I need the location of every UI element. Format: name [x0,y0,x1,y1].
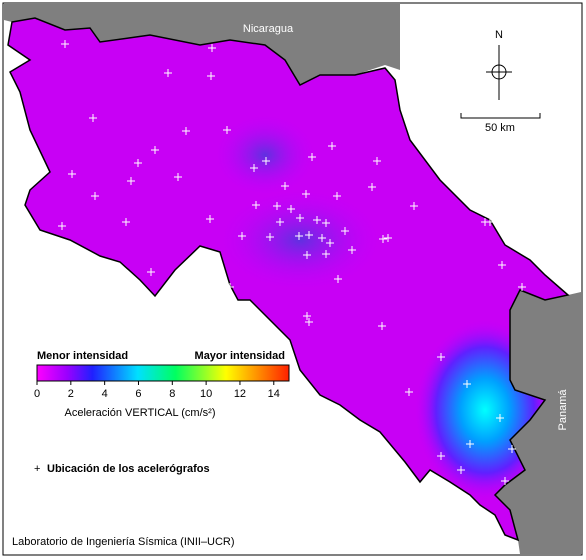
colorbar-tick-label: 0 [34,388,40,400]
station-legend: Ubicación de los acelerógrafos [47,463,210,475]
station-marker [384,234,392,242]
station-marker [348,246,356,254]
station-marker [341,227,349,235]
station-marker [328,142,336,150]
panama-land [495,290,581,554]
station-marker [134,159,142,167]
station-marker [58,222,66,230]
station-marker [238,232,246,240]
country-label: Nicaragua [243,23,294,35]
station-marker [296,214,304,222]
scale-label: 50 km [485,122,515,134]
station-marker [305,231,313,239]
station-marker [326,239,334,247]
colorbar-tick-label: 10 [200,388,212,400]
station-marker [302,190,310,198]
station-marker [379,235,387,243]
station-marker [308,153,316,161]
station-marker [303,312,311,320]
station-marker [373,157,381,165]
colorbar-tick-label: 6 [135,388,141,400]
station-marker [182,127,190,135]
station-marker [262,157,270,165]
station-marker [252,201,260,209]
station-marker [147,268,155,276]
station-marker [91,192,99,200]
station-marker [457,466,465,474]
station-marker [61,40,69,48]
legend-high: Mayor intensidad [195,350,285,362]
station-marker [313,216,321,224]
station-marker [223,126,231,134]
colorbar-tick-label: 12 [234,388,246,400]
colorbar-label: Aceleración VERTICAL (cm/s²) [65,407,216,419]
station-marker [496,414,504,422]
station-marker [250,164,258,172]
colorbar [36,364,290,382]
legend-low: Menor intensidad [37,350,128,362]
station-marker [498,261,506,269]
station-marker [322,250,330,258]
station-marker [333,192,341,200]
station-marker [305,318,313,326]
station-marker [405,388,413,396]
north-label: N [495,29,503,41]
credit: Laboratorio de Ingeniería Sísmica (INII–… [12,536,235,548]
station-marker [368,183,376,191]
north-arrow [486,45,512,100]
station-legend-symbol: + [34,463,40,475]
station-marker [334,275,342,283]
station-marker [287,205,295,213]
station-marker [437,452,445,460]
station-marker [508,445,516,453]
station-marker [318,234,326,242]
station-marker [208,44,216,52]
station-marker [322,219,330,227]
station-marker [501,477,509,485]
station-marker [122,218,130,226]
scale-bar [460,113,541,119]
station-marker [281,182,289,190]
station-marker [174,173,182,181]
station-marker [486,218,494,226]
station-marker [206,215,214,223]
station-marker [276,218,284,226]
station-marker [463,380,471,388]
station-marker [266,233,274,241]
station-marker [89,114,97,122]
station-marker [466,440,474,448]
colorbar-tick-label: 8 [169,388,175,400]
stations [58,40,526,485]
station-marker [226,283,234,291]
station-marker [303,251,311,259]
country-label: Panamá [557,389,569,431]
colorbar-ticks: 0 2 4 6 8 10 12 14 [34,381,280,400]
colorbar-tick-label: 14 [268,388,280,400]
station-marker [518,283,526,291]
station-marker [273,202,281,210]
station-marker [68,170,76,178]
station-marker [127,177,135,185]
station-marker [207,72,215,80]
station-marker [164,69,172,77]
station-marker [295,232,303,240]
colorbar-tick-label: 2 [68,388,74,400]
colorbar-tick-label: 4 [102,388,108,400]
station-marker [151,146,159,154]
station-marker [437,353,445,361]
station-marker [378,322,386,330]
station-marker [410,202,418,210]
